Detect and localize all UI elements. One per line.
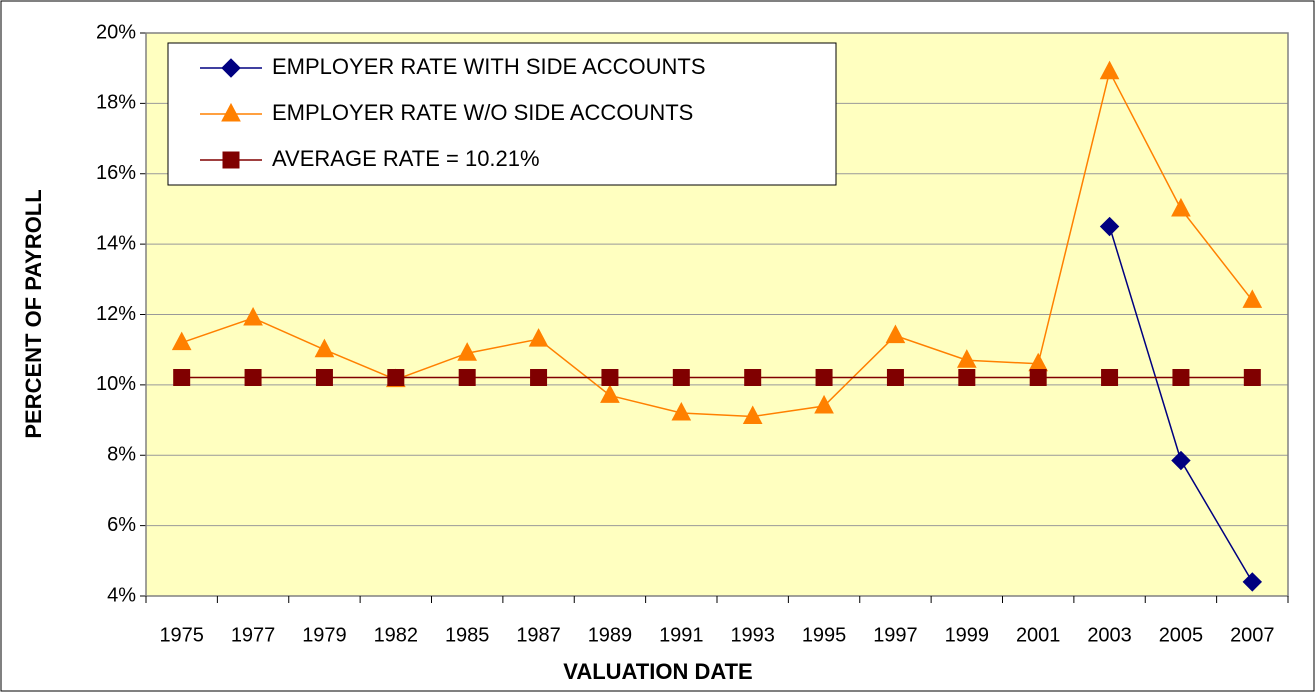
y-tick-label: 20%: [96, 21, 136, 43]
marker-triangle: [956, 349, 977, 368]
x-tick-label: 2003: [1087, 624, 1132, 646]
x-tick-label: 2007: [1230, 624, 1275, 646]
x-tick-label: 2005: [1159, 624, 1204, 646]
legend-label: EMPLOYER RATE WITH SIDE ACCOUNTS: [272, 54, 706, 79]
x-tick-label: 1995: [802, 624, 847, 646]
marker-square: [815, 368, 833, 386]
marker-square: [387, 368, 405, 386]
x-tick-label: 1979: [302, 624, 347, 646]
marker-triangle: [814, 394, 834, 414]
marker-triangle: [457, 342, 478, 361]
marker-square: [958, 368, 976, 386]
marker-triangle: [671, 401, 692, 421]
legend-box: [167, 42, 837, 186]
marker-square: [458, 368, 476, 386]
x-tick-label: 1987: [516, 624, 561, 646]
marker-diamond: [221, 58, 241, 78]
series-line: [181, 69, 1253, 418]
marker-triangle: [528, 328, 549, 347]
x-tick-label: 1977: [231, 624, 276, 646]
marker-square: [1172, 368, 1190, 386]
marker-triangle: [1171, 197, 1191, 217]
y-axis-title: PERCENT OF PAYROLL: [21, 189, 46, 438]
x-tick-label: 1999: [945, 624, 990, 646]
marker-triangle: [1099, 60, 1120, 80]
y-tick-label: 12%: [96, 303, 136, 325]
marker-square: [1101, 368, 1119, 386]
legend-label: EMPLOYER RATE W/O SIDE ACCOUNTS: [272, 100, 693, 125]
marker-triangle: [885, 324, 906, 344]
y-tick-label: 10%: [96, 373, 136, 395]
marker-square: [886, 368, 904, 386]
marker-square: [173, 368, 191, 386]
marker-triangle: [600, 384, 620, 403]
x-tick-label: 1993: [730, 624, 775, 646]
x-tick-label: 1991: [659, 624, 704, 646]
marker-square: [244, 368, 262, 386]
x-tick-label: 1975: [159, 624, 204, 646]
marker-square: [315, 368, 333, 386]
x-tick-label: 1997: [873, 624, 918, 646]
marker-triangle: [221, 102, 241, 122]
marker-square: [672, 368, 690, 386]
marker-square: [530, 368, 548, 386]
marker-triangle: [243, 306, 263, 326]
legend-label: AVERAGE RATE = 10.21%: [272, 146, 540, 171]
y-tick-label: 6%: [107, 514, 136, 536]
marker-triangle: [314, 338, 335, 358]
y-tick-label: 4%: [107, 584, 136, 606]
x-tick-label: 1982: [374, 624, 419, 646]
x-tick-label: 1989: [588, 624, 633, 646]
x-tick-label: 1985: [445, 624, 490, 646]
y-tick-label: 8%: [107, 444, 136, 466]
marker-square: [744, 368, 762, 386]
marker-triangle: [742, 405, 763, 425]
marker-diamond: [1171, 450, 1191, 471]
marker-diamond: [1099, 216, 1120, 237]
x-tick-label: 2001: [1016, 624, 1061, 646]
y-tick-label: 16%: [96, 162, 136, 184]
y-tick-label: 14%: [96, 232, 136, 254]
marker-square: [222, 151, 240, 169]
x-axis-title: VALUATION DATE: [563, 659, 752, 684]
marker-square: [1029, 368, 1047, 386]
marker-triangle: [171, 331, 192, 351]
y-tick-label: 18%: [96, 92, 136, 114]
marker-square: [1243, 368, 1261, 386]
marker-diamond: [1242, 572, 1263, 592]
marker-square: [601, 368, 619, 386]
marker-triangle: [1242, 289, 1263, 308]
